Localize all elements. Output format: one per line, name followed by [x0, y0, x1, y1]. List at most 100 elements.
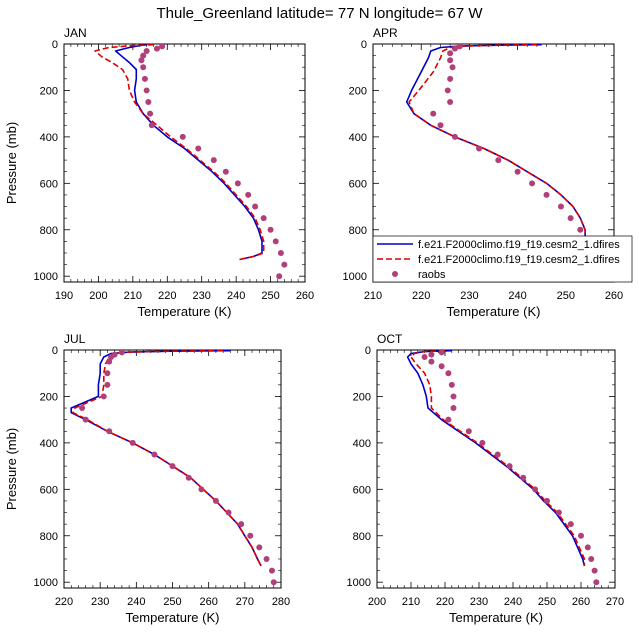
x-axis-label: Temperature (K): [447, 304, 541, 319]
model1-line: [406, 350, 586, 567]
raobs-point: [104, 370, 111, 377]
raobs-point: [567, 521, 574, 528]
raobs-point: [520, 474, 527, 481]
x-tick-label: 240: [127, 596, 145, 608]
raobs-point: [456, 44, 463, 50]
panel-oct: 200 210 220 230 240 250 260 270 0 200 400 600 800 100…: [347, 332, 625, 625]
raobs-point: [437, 122, 444, 129]
model2-line: [410, 350, 586, 566]
raobs-point: [270, 579, 277, 586]
y-tick-label: 0: [365, 345, 371, 357]
raobs-point: [584, 544, 591, 551]
x-tick-label: 230: [193, 290, 211, 302]
raobs-point: [138, 57, 145, 64]
raobs-point: [145, 99, 152, 106]
raobs-point: [100, 393, 107, 400]
y-tick-label: 600: [40, 178, 58, 190]
raobs-point: [272, 238, 279, 245]
model2-line: [408, 44, 586, 258]
raobs-point: [198, 486, 205, 493]
x-tick-label: 280: [272, 596, 290, 608]
raobs-point: [447, 57, 454, 64]
raobs-point: [577, 226, 584, 233]
plot-area: [94, 44, 288, 280]
raobs-point: [159, 44, 166, 50]
raobs-point: [479, 439, 486, 446]
panel-title: APR: [373, 26, 398, 40]
x-tick-label: 270: [606, 596, 624, 608]
panel-jul: 220 230 240 250 260 270 280 0 200 400 600 800 1000 JU…: [4, 332, 290, 625]
raobs-point: [234, 180, 241, 187]
raobs-point: [153, 45, 160, 52]
raobs-point: [106, 428, 113, 435]
raobs-point: [106, 358, 113, 365]
x-tick-label: 260: [572, 596, 590, 608]
y-tick-label: 1000: [34, 577, 58, 589]
x-tick-label: 250: [261, 290, 279, 302]
raobs-point: [593, 579, 600, 586]
raobs-point: [276, 273, 283, 280]
legend-label-raobs: raobs: [418, 269, 446, 281]
y-tick-label: 0: [52, 39, 58, 51]
raobs-point: [252, 203, 259, 210]
raobs-point: [421, 353, 428, 360]
y-tick-label: 1000: [343, 271, 367, 283]
raobs-point: [118, 350, 125, 356]
x-tick-label: 190: [55, 290, 73, 302]
raobs-point: [185, 474, 192, 481]
y-tick-label: 400: [40, 132, 58, 144]
x-tick-label: 250: [538, 596, 556, 608]
x-tick-label: 210: [124, 290, 142, 302]
y-tick-label: 400: [353, 438, 371, 450]
raobs-point: [447, 99, 454, 106]
x-tick-label: 210: [364, 290, 382, 302]
raobs-point: [450, 393, 457, 400]
model1-line: [70, 350, 262, 567]
panel-title: JUL: [64, 332, 86, 346]
raobs-point: [238, 521, 245, 528]
y-axis-label: Pressure (mb): [4, 122, 19, 204]
x-tick-label: 200: [89, 290, 107, 302]
raobs-point: [578, 532, 584, 539]
raobs-point: [555, 509, 562, 516]
x-tick-label: 270: [236, 596, 254, 608]
raobs-point: [277, 249, 284, 256]
raobs-point: [532, 486, 539, 493]
raobs-point: [444, 87, 451, 94]
raobs-point: [448, 381, 455, 388]
raobs-point: [140, 52, 147, 59]
raobs-point: [567, 215, 574, 222]
raobs-point: [591, 567, 598, 574]
legend-box: [372, 235, 633, 283]
raobs-point: [495, 157, 502, 164]
plot-frame: [63, 43, 306, 283]
raobs-point: [212, 497, 219, 504]
y-tick-label: 200: [40, 85, 58, 97]
raobs-point: [430, 110, 437, 117]
legend-label-model1: f.e21.F2000climo.f19_f19.cesm2_1.dfires: [418, 239, 620, 251]
x-tick-label: 200: [368, 596, 386, 608]
raobs-point: [506, 463, 513, 470]
raobs-point: [494, 451, 501, 458]
panel-title: JAN: [64, 26, 87, 40]
raobs-point: [151, 451, 158, 458]
raobs-point: [543, 191, 550, 198]
raobs-point: [281, 261, 288, 268]
raobs-point: [450, 405, 457, 412]
x-tick-label: 220: [158, 290, 176, 302]
raobs-point: [449, 64, 456, 71]
x-tick-label: 250: [163, 596, 181, 608]
y-tick-label: 800: [40, 225, 58, 237]
raobs-point: [438, 363, 445, 370]
y-tick-label: 600: [353, 484, 371, 496]
y-tick-label: 0: [52, 345, 58, 357]
raobs-point: [147, 110, 154, 117]
x-tick-label: 220: [436, 596, 454, 608]
raobs-point: [476, 145, 483, 152]
y-axis-label: Pressure (mb): [4, 428, 19, 510]
model2-line: [94, 44, 265, 261]
y-tick-label: 0: [361, 39, 367, 51]
raobs-point: [447, 50, 454, 57]
raobs-point: [148, 122, 155, 129]
raobs-point: [529, 180, 536, 187]
